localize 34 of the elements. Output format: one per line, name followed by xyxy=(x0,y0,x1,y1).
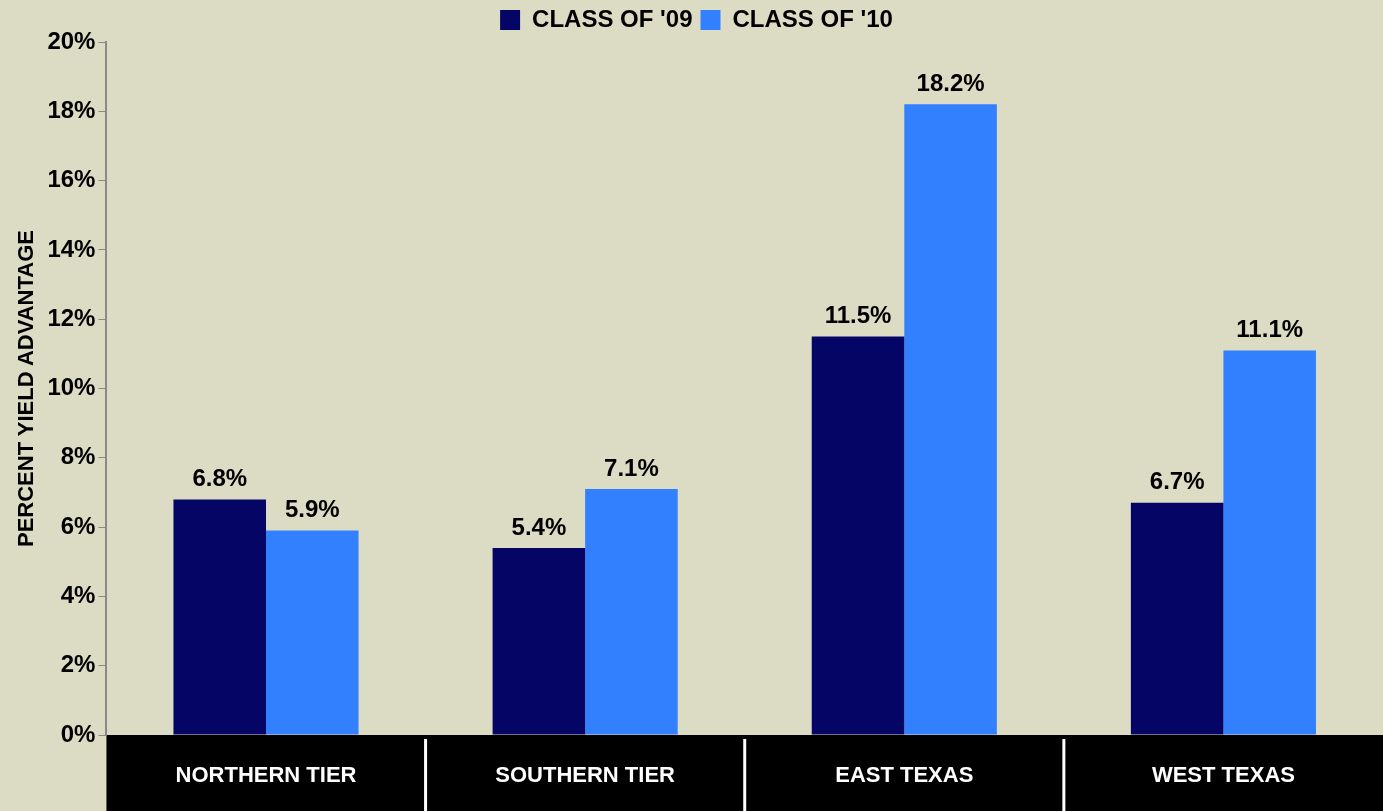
data-label: 18.2% xyxy=(916,69,985,96)
data-label: 11.1% xyxy=(1236,315,1304,343)
data-label: 6.8% xyxy=(192,464,248,492)
x-tick-label: WEST TEXAS xyxy=(1151,762,1295,788)
y-tick-label: 10% xyxy=(47,373,96,401)
y-tick-label: 4% xyxy=(60,581,96,609)
bar xyxy=(1130,502,1224,735)
legend-label: CLASS OF '10 xyxy=(732,4,893,32)
bar xyxy=(173,499,267,735)
bar xyxy=(1223,350,1316,735)
y-axis-title: PERCENT YIELD ADVANTAGE xyxy=(13,230,39,547)
bar xyxy=(904,104,997,735)
data-label: 6.7% xyxy=(1149,467,1205,495)
y-tick-label: 2% xyxy=(60,650,96,678)
x-tick-label: SOUTHERN TIER xyxy=(495,762,676,788)
legend-label: CLASS OF '09 xyxy=(532,4,693,32)
data-label: 5.9% xyxy=(284,495,340,523)
x-tick-label: EAST TEXAS xyxy=(835,762,974,788)
y-tick-label: 0% xyxy=(60,719,96,747)
data-label: 11.5% xyxy=(824,301,892,329)
y-tick-label: 20% xyxy=(47,26,96,54)
y-tick-label: 18% xyxy=(47,95,96,123)
y-tick-label: 6% xyxy=(60,511,96,539)
y-tick-label: 14% xyxy=(47,234,96,262)
bar xyxy=(492,547,586,735)
data-label: 7.1% xyxy=(604,453,659,481)
y-tick-label: 16% xyxy=(47,165,96,193)
y-tick-label: 12% xyxy=(47,303,96,331)
bar xyxy=(266,530,359,735)
bar xyxy=(585,488,678,735)
y-tick-label: 8% xyxy=(60,442,96,470)
data-label: 5.4% xyxy=(511,512,567,540)
x-tick-label: NORTHERN TIER xyxy=(175,762,357,788)
bar xyxy=(811,336,905,735)
